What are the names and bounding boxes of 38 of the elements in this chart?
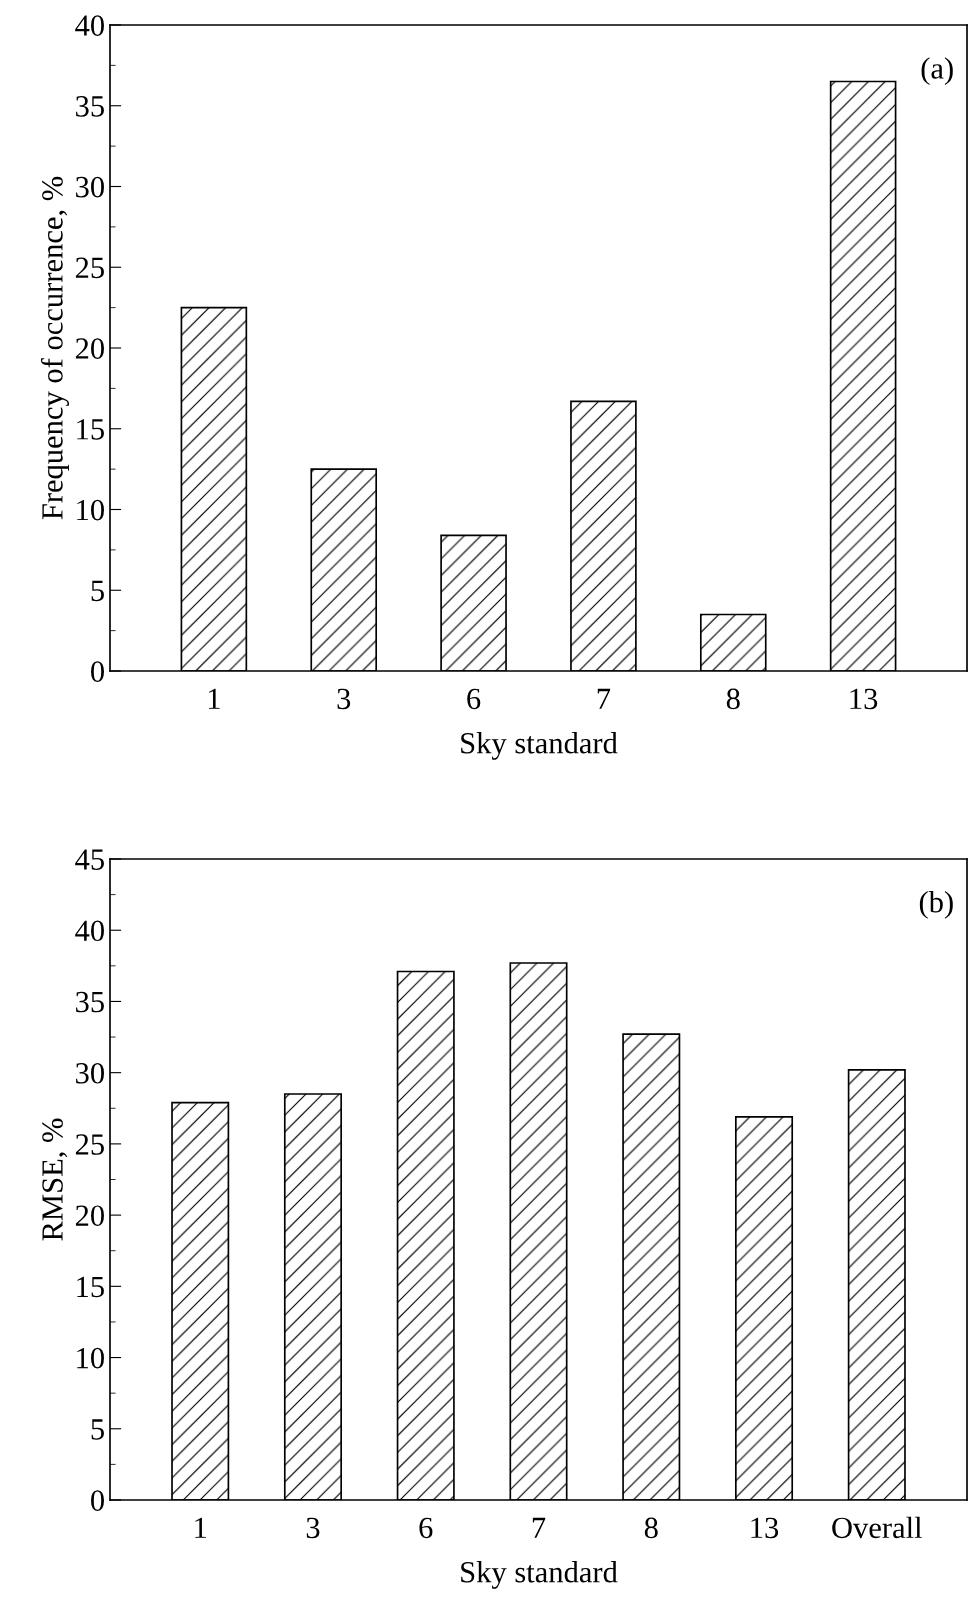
y-tick-label: 40: [75, 15, 104, 36]
y-tick-label: 25: [75, 1134, 104, 1155]
y-tick-label: 15: [77, 419, 104, 440]
x-tick-label: 3: [337, 688, 351, 710]
x-axis-title: Sky standard: [461, 1561, 618, 1589]
y-tick-label: 20: [75, 338, 104, 359]
x-tick-label: 8: [644, 1517, 658, 1539]
y-tick-label: 35: [76, 991, 104, 1013]
x-tick-label: 8: [726, 688, 740, 710]
y-tick-label: 5: [91, 1419, 104, 1440]
y-tick-label: 20: [75, 1205, 104, 1227]
annotation: (b): [919, 891, 953, 919]
y-tick-label: 10: [77, 499, 104, 521]
x-tick-label: 7: [597, 688, 611, 709]
y-axis-title: RMSE, %: [42, 1118, 68, 1241]
x-tick-label: 13: [751, 1517, 779, 1539]
x-tick-label: 7: [532, 1517, 546, 1538]
y-tick-label: 30: [76, 1062, 104, 1084]
y-tick-label: 0: [91, 661, 104, 682]
x-tick-label: Overall: [832, 1516, 922, 1539]
y-tick-label: 40: [75, 920, 104, 942]
x-tick-label: 6: [467, 688, 481, 710]
x-tick-label: 6: [419, 1517, 433, 1539]
y-tick-label: 0: [91, 1490, 104, 1511]
y-tick-label: 30: [76, 176, 104, 198]
y-tick-label: 5: [91, 580, 104, 602]
y-tick-label: 15: [77, 1276, 104, 1298]
annotation: (a): [921, 57, 953, 86]
x-axis-title: Sky standard: [461, 732, 618, 760]
y-tick-label: 10: [77, 1347, 104, 1369]
x-tick-label: 13: [850, 688, 878, 710]
x-tick-label: 1: [195, 1517, 207, 1538]
y-tick-label: 45: [75, 849, 104, 870]
y-tick-label: 35: [76, 96, 104, 117]
x-tick-label: 1: [208, 688, 220, 709]
y-axis-title: Frequency of occurrence, %: [40, 176, 70, 520]
y-tick-label: 25: [75, 257, 104, 279]
x-tick-label: 3: [306, 1517, 320, 1539]
